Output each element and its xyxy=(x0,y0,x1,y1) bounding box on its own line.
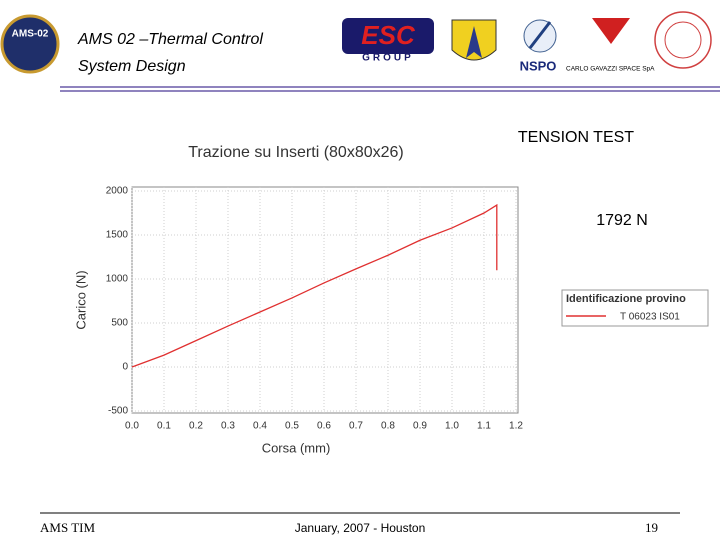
university-logo xyxy=(654,11,712,69)
x-tick-label: 0.1 xyxy=(157,421,171,432)
slide-title: System Design xyxy=(78,58,186,75)
legend-label: T 06023 IS01 xyxy=(620,312,680,323)
y-tick-label: 0 xyxy=(122,362,128,373)
y-axis-label: Carico (N) xyxy=(73,270,88,329)
page-number: 19 xyxy=(645,520,658,535)
slide-heading: TENSION TEST xyxy=(518,129,634,146)
x-tick-label: 0.6 xyxy=(317,421,331,432)
cgs-logo: CARLO GAVAZZI SPACE SpA xyxy=(566,18,655,73)
logo-text: GROUP xyxy=(362,53,414,64)
x-tick-label: 0.4 xyxy=(253,421,267,432)
x-tick-label: 1.2 xyxy=(509,421,523,432)
y-tick-label: 500 xyxy=(111,318,128,329)
plot-frame xyxy=(131,186,519,414)
y-tick-label: 1500 xyxy=(106,230,129,241)
y-tick-label: 2000 xyxy=(106,186,129,197)
logo-text: NSPO xyxy=(520,58,557,73)
header-rule xyxy=(60,86,720,92)
logo-text: CARLO GAVAZZI SPACE SpA xyxy=(566,66,655,73)
x-tick-label: 0.5 xyxy=(285,421,299,432)
x-tick-label: 0.9 xyxy=(413,421,427,432)
legend: Identificazione provino T 06023 IS01 xyxy=(561,289,709,327)
shield-logo xyxy=(451,19,497,61)
x-tick-label: 0.8 xyxy=(381,421,395,432)
y-tick-label: 1000 xyxy=(106,274,129,285)
footer-left: AMS TIM xyxy=(40,520,95,535)
legend-title: Identificazione provino xyxy=(566,293,686,305)
chart-title: Trazione su Inserti (80x80x26) xyxy=(188,144,404,161)
x-tick-label: 1.0 xyxy=(445,421,459,432)
footer-center: January, 2007 - Houston xyxy=(295,521,426,535)
x-tick-label: 0.0 xyxy=(125,421,139,432)
slide-title: AMS 02 –Thermal Control xyxy=(77,31,263,48)
x-axis-label: Corsa (mm) xyxy=(262,440,331,455)
y-tick-label: -500 xyxy=(108,406,128,417)
ams-logo: AMS-02 xyxy=(0,14,60,74)
series-line xyxy=(131,203,498,368)
logo-text: ESC xyxy=(361,20,416,50)
x-tick-label: 0.3 xyxy=(221,421,235,432)
esc-logo: ESC GROUP xyxy=(342,18,434,64)
logo-text: AMS-02 xyxy=(12,29,49,40)
x-tick-label: 1.1 xyxy=(477,421,491,432)
x-tick-label: 0.7 xyxy=(349,421,363,432)
x-tick-label: 0.2 xyxy=(189,421,203,432)
annotation: 1792 N xyxy=(596,212,648,229)
nspo-logo: NSPO xyxy=(520,19,557,73)
